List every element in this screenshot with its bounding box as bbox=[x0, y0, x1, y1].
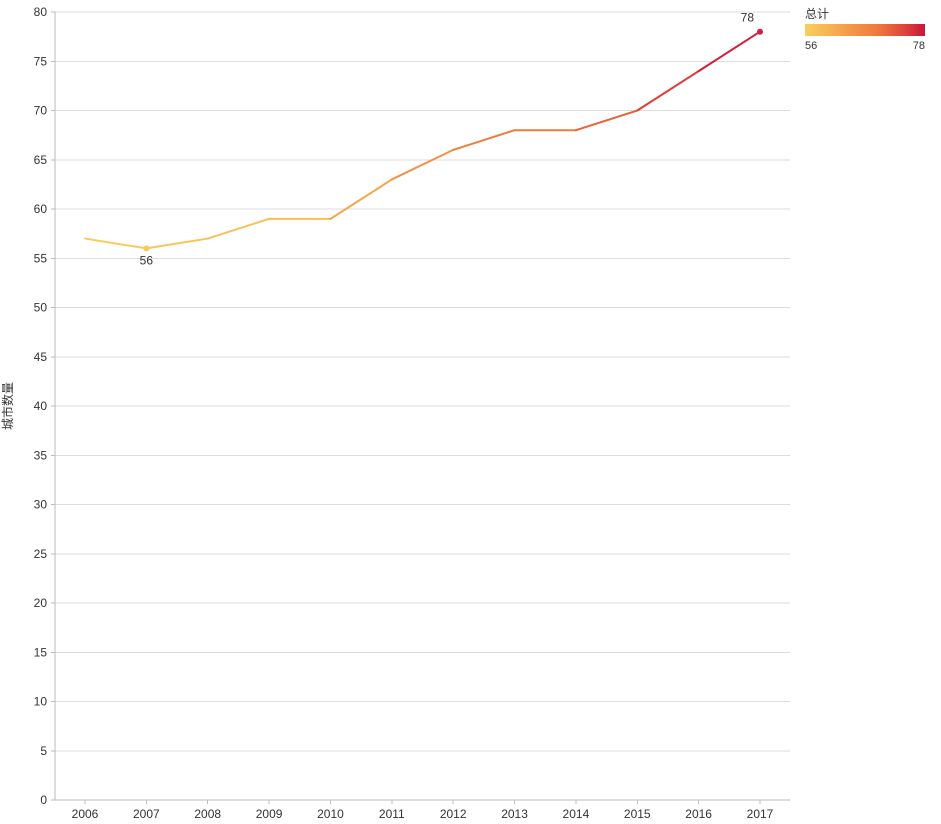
y-tick-label: 30 bbox=[34, 498, 48, 512]
series-segment bbox=[85, 239, 146, 249]
y-axis-title: 城市数量 bbox=[0, 382, 15, 430]
x-tick-label: 2017 bbox=[747, 807, 774, 821]
y-tick-label: 55 bbox=[34, 251, 48, 265]
y-tick-label: 45 bbox=[34, 350, 48, 364]
y-tick-label: 70 bbox=[34, 104, 48, 118]
x-tick-label: 2010 bbox=[317, 807, 344, 821]
x-tick-label: 2014 bbox=[563, 807, 590, 821]
x-tick-label: 2011 bbox=[379, 807, 405, 821]
y-tick-label: 10 bbox=[34, 695, 48, 709]
series-marker bbox=[143, 245, 149, 251]
y-tick-label: 5 bbox=[40, 744, 47, 758]
y-tick-label: 65 bbox=[34, 153, 48, 167]
series-marker bbox=[757, 29, 763, 35]
y-tick-label: 0 bbox=[40, 793, 47, 807]
legend-gradient bbox=[805, 24, 925, 36]
y-tick-label: 50 bbox=[34, 301, 48, 315]
x-tick-label: 2016 bbox=[685, 807, 712, 821]
series-segment bbox=[392, 150, 453, 180]
y-tick-label: 80 bbox=[34, 5, 48, 19]
y-tick-label: 15 bbox=[34, 645, 48, 659]
series-segment bbox=[453, 130, 514, 150]
chart-container: 0 5 10 15 20 25 30 35 40 45 50 55 60 65 70 75 80 2006 2007… bbox=[0, 0, 941, 824]
x-tick-label: 2007 bbox=[133, 807, 160, 821]
y-tick-label: 75 bbox=[34, 54, 48, 68]
line-chart: 0 5 10 15 20 25 30 35 40 45 50 55 60 65 70 75 80 2006 2007… bbox=[0, 0, 941, 824]
series-segment bbox=[208, 219, 269, 239]
series-segment bbox=[330, 179, 391, 218]
x-tick-label: 2006 bbox=[72, 807, 99, 821]
series-segment bbox=[699, 32, 760, 71]
y-tick-label: 20 bbox=[34, 596, 48, 610]
x-tick-label: 2008 bbox=[194, 807, 221, 821]
data-label: 56 bbox=[140, 253, 154, 267]
x-tick-label: 2015 bbox=[624, 807, 651, 821]
x-tick-label: 2009 bbox=[256, 807, 283, 821]
legend-min-label: 56 bbox=[805, 40, 817, 52]
series-segment bbox=[146, 239, 207, 249]
x-tick-label: 2012 bbox=[440, 807, 467, 821]
y-tick-label: 60 bbox=[34, 202, 48, 216]
series-segment bbox=[637, 71, 698, 110]
data-label: 78 bbox=[741, 11, 755, 25]
y-tick-label: 40 bbox=[34, 399, 48, 413]
y-tick-label: 35 bbox=[34, 448, 48, 462]
x-tick-label: 2013 bbox=[501, 807, 528, 821]
legend-title: 总计 bbox=[805, 7, 829, 21]
series-segment bbox=[576, 111, 637, 131]
y-tick-label: 25 bbox=[34, 547, 48, 561]
legend-max-label: 78 bbox=[913, 40, 925, 52]
